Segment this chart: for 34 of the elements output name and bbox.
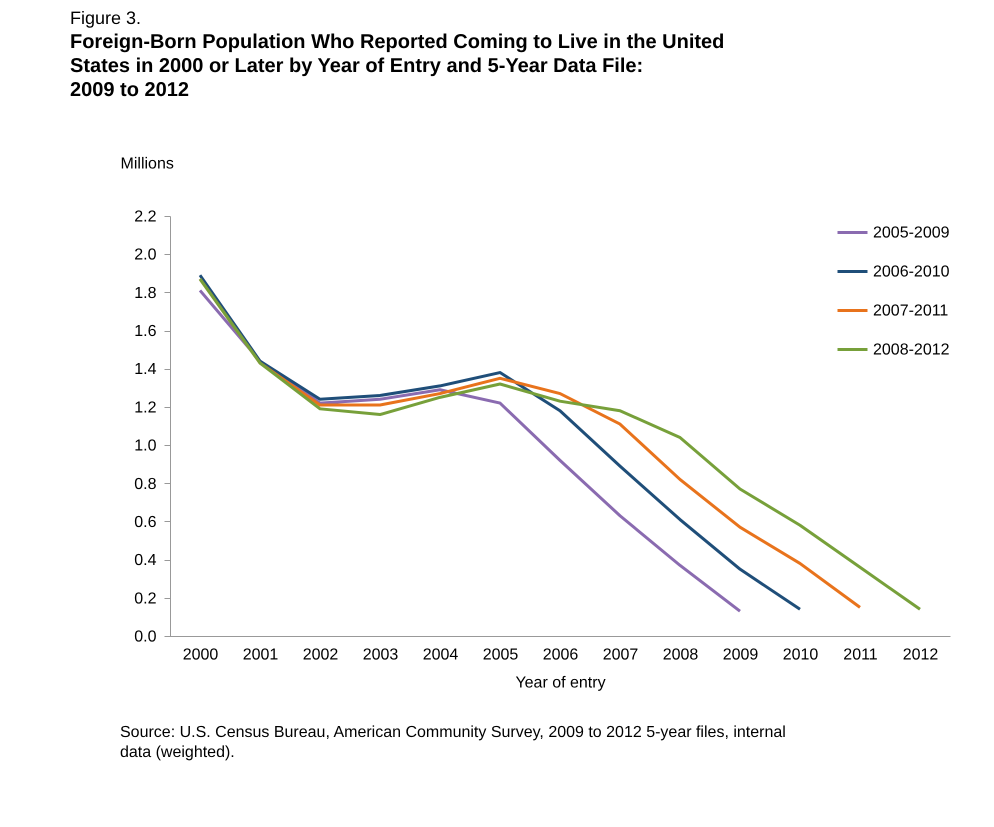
x-tick-label: 2001 [242, 646, 278, 664]
x-tick-label: 2003 [362, 646, 398, 664]
y-tick-label: 2.2 [134, 208, 157, 226]
chart-title: Figure 3. [70, 8, 142, 28]
x-tick-label: 2000 [182, 646, 218, 664]
source-note: Source: U.S. Census Bureau, American Community Survey, 2009 to 2012 5-year files, internal data (weighted). [120, 724, 786, 761]
y-tick-label: 1.0 [134, 438, 157, 455]
x-tick-label: 2010 [782, 646, 818, 664]
legend-label: 2006-2010 [873, 264, 950, 280]
x-tick-label: 2012 [902, 646, 938, 664]
x-tick-label: 2002 [302, 646, 338, 664]
x-tick-label: 2011 [843, 646, 878, 664]
y-axis-title: Millions [120, 156, 174, 172]
y-tick-label: 0.0 [134, 628, 157, 646]
legend-label: 2008-2012 [873, 342, 950, 358]
x-tick-label: 2004 [422, 646, 458, 664]
legend-label: 2007-2011 [873, 302, 948, 320]
y-tick-label: 1.6 [134, 323, 157, 340]
y-tick-label: 0.6 [134, 514, 157, 531]
x-tick-label: 2008 [662, 646, 698, 664]
x-axis-title: Year of entry [515, 674, 606, 692]
x-tick-label: 2007 [602, 646, 638, 664]
y-tick-label: 1.8 [134, 284, 157, 302]
x-tick-label: 2006 [542, 646, 578, 664]
y-tick-label: 0.4 [134, 552, 157, 570]
legend-label: 2005-2009 [873, 224, 950, 242]
y-tick-label: 1.2 [134, 399, 157, 416]
x-tick-label: 2005 [482, 646, 518, 664]
y-tick-label: 0.8 [134, 476, 157, 493]
x-tick-label: 2009 [722, 646, 758, 664]
y-tick-label: 0.2 [134, 590, 157, 608]
chart-subtitle: Foreign-Born Population Who Reported Coming to Live in the United States in 2000 or Later by Year of Entry and 5-Year Data File: 2009 to 2012 [70, 31, 724, 101]
y-tick-label: 1.4 [134, 361, 157, 378]
y-tick-label: 2.0 [134, 246, 157, 264]
